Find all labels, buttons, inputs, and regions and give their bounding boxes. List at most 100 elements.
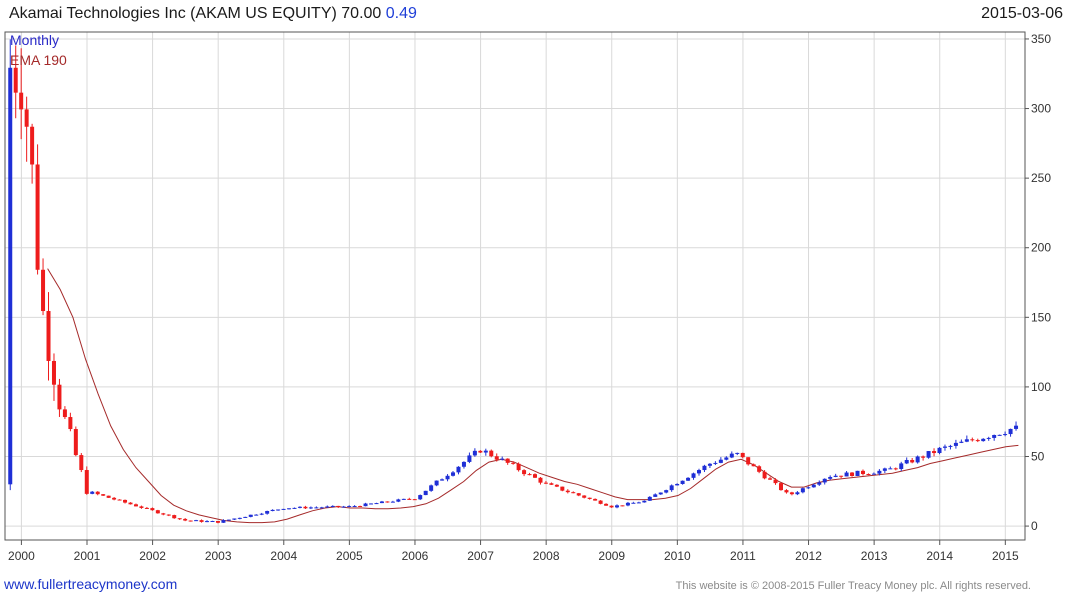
candle-up — [915, 456, 920, 463]
candle-down — [511, 462, 516, 464]
candle-down — [533, 474, 538, 478]
candle-down — [46, 311, 51, 361]
footer-copyright: This website is © 2008-2015 Fuller Treac… — [675, 580, 1031, 592]
candle-down — [609, 505, 614, 508]
x-tick-label: 2009 — [598, 549, 625, 563]
legend: Monthly EMA 190 — [10, 32, 67, 68]
candle-up — [500, 458, 505, 460]
candle-up — [664, 490, 669, 493]
candle-up — [8, 67, 13, 485]
candle-down — [932, 451, 937, 454]
candle-down — [24, 109, 29, 127]
ema-line-layer — [47, 268, 1019, 524]
candle-up — [942, 446, 947, 448]
candle-up — [292, 507, 297, 509]
candle-down — [215, 520, 220, 523]
x-tick-label: 2015 — [992, 549, 1019, 563]
candle-up — [352, 506, 357, 508]
candle-down — [95, 491, 100, 495]
candle-up — [232, 518, 237, 520]
y-tick-label: 200 — [1031, 241, 1051, 255]
chart-grid — [5, 32, 1025, 540]
candle-down — [554, 484, 559, 487]
candle-up — [625, 502, 630, 506]
candle-up — [221, 520, 226, 523]
candle-down — [746, 457, 751, 465]
candle-up — [658, 492, 663, 495]
candle-down — [106, 495, 111, 498]
chart-date: 2015-03-06 — [981, 5, 1063, 22]
candle-down — [123, 499, 128, 503]
candle-down — [407, 498, 412, 500]
candle-down — [839, 475, 844, 477]
candle-up — [959, 441, 964, 443]
candle-down — [478, 450, 483, 453]
x-tick-label: 2006 — [402, 549, 429, 563]
candle-down — [921, 456, 926, 458]
security-name: Akamai Technologies Inc (AKAM US EQUITY) — [9, 5, 337, 22]
candle-down — [188, 520, 193, 522]
candle-down — [516, 463, 521, 471]
candle-down — [161, 513, 166, 515]
candle-up — [325, 506, 330, 508]
candle-up — [718, 459, 723, 463]
candle-down — [549, 483, 554, 485]
x-tick-label: 2008 — [533, 549, 560, 563]
candle-down — [133, 504, 138, 507]
candle-down — [155, 510, 160, 514]
y-tick-label: 150 — [1031, 310, 1051, 324]
candle-up — [948, 445, 953, 447]
candle-up — [440, 479, 445, 481]
candle-up — [434, 480, 439, 486]
footer-site-link[interactable]: www.fullertreacymoney.com — [4, 576, 178, 592]
candle-up — [451, 472, 456, 476]
candle-down — [593, 498, 598, 501]
candle-up — [729, 453, 734, 458]
candle-down — [778, 483, 783, 491]
candle-up — [194, 520, 199, 522]
candle-up — [680, 480, 685, 484]
candle-down — [565, 490, 570, 493]
candle-down — [30, 126, 35, 165]
candle-up — [653, 494, 658, 497]
candle-up — [844, 472, 849, 477]
candle-down — [527, 474, 532, 476]
candle-down — [177, 518, 182, 520]
candle-down — [850, 472, 855, 477]
candle-up — [418, 495, 423, 500]
candle-down — [576, 493, 581, 496]
candle-up — [964, 439, 969, 442]
candle-up — [265, 511, 270, 514]
candle-up — [396, 499, 401, 502]
candle-up — [276, 509, 281, 511]
candle-up — [90, 491, 95, 494]
candle-down — [150, 508, 155, 511]
x-tick-label: 2014 — [926, 549, 953, 563]
candle-up — [986, 437, 991, 439]
candle-down — [522, 470, 527, 475]
candle-down — [582, 495, 587, 498]
candle-down — [117, 499, 122, 501]
candle-up — [888, 468, 893, 470]
candle-up — [1003, 434, 1008, 436]
candle-down — [172, 515, 177, 519]
legend-monthly: Monthly — [10, 32, 59, 48]
candle-up — [205, 521, 210, 523]
candle-up — [237, 517, 242, 519]
candle-down — [505, 458, 510, 463]
y-tick-label: 350 — [1031, 32, 1051, 46]
candle-down — [144, 507, 149, 509]
candle-up — [1008, 428, 1013, 435]
candle-down — [773, 479, 778, 484]
candle-up — [210, 520, 215, 522]
candle-down — [358, 506, 363, 508]
candle-up — [341, 506, 346, 508]
legend-ema: EMA 190 — [10, 52, 67, 68]
candle-up — [379, 501, 384, 504]
x-axis: 2000 2001 2002 2003 2004 2005 2006 2007 2008 2009… — [8, 540, 1019, 563]
candle-up — [724, 457, 729, 460]
candle-up — [696, 470, 701, 474]
candle-up — [1014, 425, 1019, 429]
candle-up — [691, 473, 696, 478]
last-price: 70.00 — [341, 5, 382, 22]
